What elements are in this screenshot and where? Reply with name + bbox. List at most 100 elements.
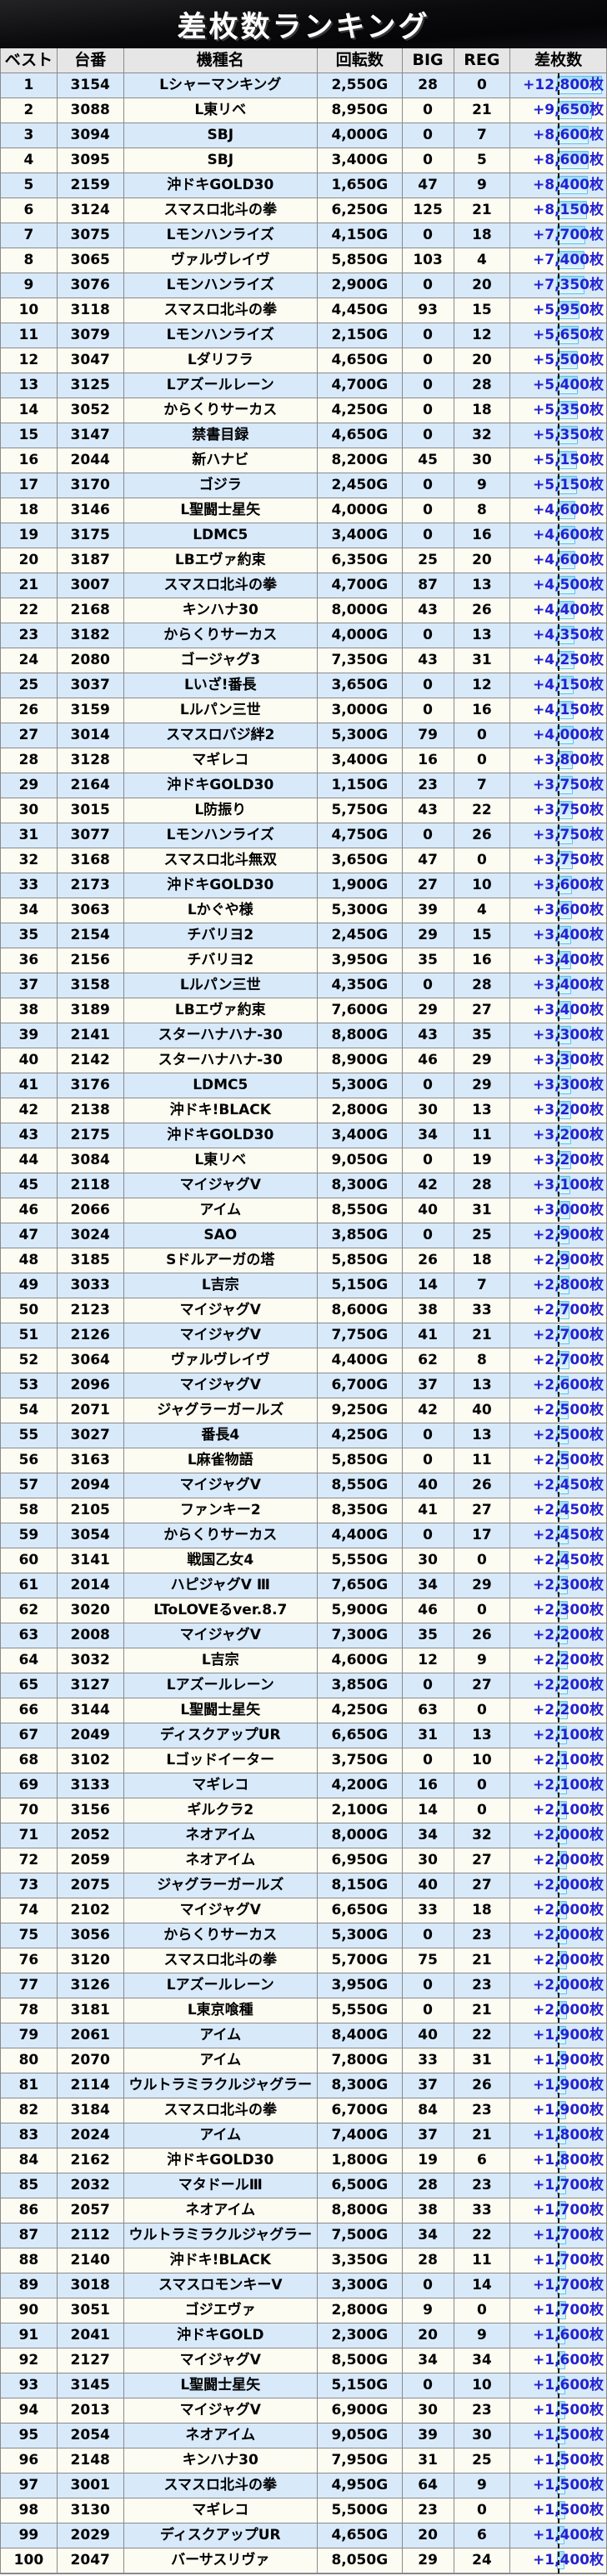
model-name-cell: スマスロ北斗無双 (123, 848, 318, 873)
diff-data-bar (557, 476, 578, 494)
diff-value: +3,400枚 (532, 927, 604, 943)
machine-number-cell: 2118 (57, 1173, 124, 1198)
rank-cell: 42 (1, 1098, 58, 1123)
spins-cell: 5,300G (317, 723, 403, 748)
big-count-cell: 16 (402, 748, 454, 773)
machine-number-cell: 2061 (57, 2023, 124, 2048)
big-count-cell: 0 (402, 273, 454, 298)
diff-cell: +5,150枚 (510, 473, 606, 498)
diff-data-bar (557, 2526, 565, 2544)
diff-data-bar (557, 2376, 566, 2394)
machine-number-cell: 3128 (57, 748, 124, 773)
diff-cell: +2,000枚 (510, 1823, 606, 1848)
diff-cell: +3,200枚 (510, 1123, 606, 1148)
diff-cell: +3,750枚 (510, 823, 606, 848)
diff-value: +4,400枚 (532, 602, 604, 618)
diff-data-bar (557, 826, 574, 844)
diff-cell: +3,400枚 (510, 973, 606, 998)
diff-value: +3,400枚 (532, 977, 604, 993)
spins-cell: 5,300G (317, 898, 403, 923)
model-name-cell: マギレコ (123, 2498, 318, 2523)
diff-data-bar (557, 76, 603, 94)
machine-number-cell: 3144 (57, 1698, 124, 1723)
spins-cell: 8,200G (317, 448, 403, 473)
big-count-cell: 0 (402, 1448, 454, 1473)
diff-value: +2,000枚 (532, 1977, 604, 1993)
machine-number-cell: 2029 (57, 2523, 124, 2548)
table-row: 36 2156 チバリヨ2 3,950G 35 16 +3,400枚 (1, 948, 606, 973)
model-name-cell: バーサスリヴァ (123, 2548, 318, 2573)
rank-cell: 8 (1, 248, 58, 273)
big-count-cell: 0 (402, 698, 454, 723)
table-row: 30 3015 L防振り 5,750G 43 22 +3,750枚 (1, 798, 606, 823)
rank-cell: 46 (1, 1198, 58, 1223)
model-name-cell: からくりサーカス (123, 398, 318, 423)
big-count-cell: 0 (402, 223, 454, 248)
machine-number-cell: 3047 (57, 348, 124, 373)
model-name-cell: チバリヨ2 (123, 948, 318, 973)
big-count-cell: 0 (402, 2373, 454, 2398)
big-count-cell: 31 (402, 2448, 454, 2473)
table-row: 11 3079 Lモンハンライズ 2,150G 0 12 +5,650枚 (1, 323, 606, 348)
machine-number-cell: 3051 (57, 2298, 124, 2323)
model-name-cell: LBエヴァ約束 (123, 548, 318, 573)
machine-number-cell: 2024 (57, 2123, 124, 2148)
rank-cell: 37 (1, 973, 58, 998)
rank-cell: 82 (1, 2098, 58, 2123)
diff-data-bar (557, 2051, 567, 2069)
diff-data-bar (557, 1626, 569, 1644)
machine-number-cell: 2105 (57, 1498, 124, 1523)
diff-value: +2,000枚 (532, 1827, 604, 1843)
diff-value: +3,000枚 (532, 1202, 604, 1218)
diff-value: +2,300枚 (532, 1602, 604, 1618)
diff-value: +2,500枚 (532, 1427, 604, 1443)
diff-data-bar (557, 926, 572, 944)
diff-data-bar (557, 2276, 567, 2294)
diff-value: +2,100枚 (532, 1802, 604, 1818)
diff-value: +2,000枚 (532, 1952, 604, 1968)
rank-cell: 28 (1, 748, 58, 773)
spins-cell: 1,150G (317, 773, 403, 798)
reg-count-cell: 26 (454, 1473, 511, 1498)
diff-cell: +3,600枚 (510, 873, 606, 898)
model-name-cell: Lシャーマンキング (123, 73, 318, 98)
spins-cell: 2,550G (317, 73, 403, 98)
diff-data-bar (557, 501, 576, 519)
machine-number-cell: 3163 (57, 1448, 124, 1473)
table-row: 71 2052 ネオアイム 8,000G 34 32 +2,000枚 (1, 1823, 606, 1848)
table-row: 65 3127 Lアズールレーン 3,850G 0 27 +2,200枚 (1, 1673, 606, 1698)
spins-cell: 4,250G (317, 1698, 403, 1723)
diff-cell: +3,100枚 (510, 1173, 606, 1198)
diff-data-bar (557, 1426, 569, 1444)
diff-data-bar (557, 626, 575, 644)
model-name-cell: ネオアイム (123, 2198, 318, 2223)
reg-count-cell: 26 (454, 2073, 511, 2098)
diff-cell: +2,450枚 (510, 1473, 606, 1498)
model-name-cell: LDMC5 (123, 523, 318, 548)
model-name-cell: Lアズールレーン (123, 373, 318, 398)
big-count-cell: 38 (402, 1298, 454, 1323)
diff-value: +3,750枚 (532, 777, 604, 793)
model-name-cell: ヴァルヴレイヴ (123, 248, 318, 273)
diff-data-bar (557, 526, 576, 544)
diff-data-bar (557, 376, 579, 394)
machine-number-cell: 3182 (57, 623, 124, 648)
machine-number-cell: 2175 (57, 1123, 124, 1148)
diff-data-bar (557, 601, 575, 619)
spins-cell: 6,500G (317, 2173, 403, 2198)
diff-cell: +3,750枚 (510, 773, 606, 798)
diff-cell: +2,000枚 (510, 1948, 606, 1973)
reg-count-cell: 33 (454, 2198, 511, 2223)
rank-cell: 59 (1, 1523, 58, 1548)
diff-data-bar (557, 1976, 568, 1994)
diff-value: +3,200枚 (532, 1127, 604, 1143)
diff-data-bar (557, 451, 578, 469)
rank-cell: 33 (1, 873, 58, 898)
reg-count-cell: 7 (454, 1273, 511, 1298)
big-count-cell: 16 (402, 1773, 454, 1798)
model-name-cell: スマスロ北斗の拳 (123, 573, 318, 598)
model-name-cell: キンハナ30 (123, 2448, 318, 2473)
machine-number-cell: 2168 (57, 598, 124, 623)
model-name-cell: 沖ドキGOLD30 (123, 1123, 318, 1148)
diff-value: +5,150枚 (532, 477, 604, 493)
